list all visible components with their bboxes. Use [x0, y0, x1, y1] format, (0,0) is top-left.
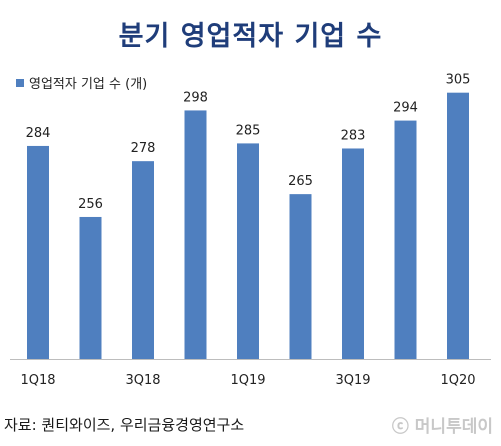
legend: 영업적자 기업 수 (개)	[16, 73, 147, 92]
bar-1Q18	[27, 145, 49, 359]
value-label-4Q18: 298	[183, 90, 208, 105]
bar-3Q18	[132, 161, 154, 359]
value-label-3Q19: 283	[341, 128, 366, 143]
bar-4Q18	[184, 110, 207, 359]
bar-1Q19	[237, 143, 259, 359]
watermark: ⓒ 머니투데이	[391, 417, 493, 437]
value-label-3Q18: 278	[131, 141, 156, 156]
value-label-4Q19: 294	[393, 101, 418, 116]
bar-3Q19	[342, 148, 364, 359]
tick-label-3Q19: 3Q19	[335, 373, 370, 388]
bar-2Q19	[289, 194, 312, 359]
bar-2Q18	[79, 216, 102, 359]
bar-4Q19	[394, 120, 417, 359]
tick-label-3Q18: 3Q18	[125, 373, 160, 388]
legend-swatch	[16, 78, 24, 87]
source-note: 자료: 퀀티와이즈, 우리금융경영연구소	[4, 416, 245, 434]
tick-label-1Q20: 1Q20	[440, 373, 475, 388]
value-label-2Q19: 265	[288, 174, 313, 189]
value-label-2Q18: 256	[78, 197, 103, 212]
bar-1Q20	[447, 92, 469, 359]
value-label-1Q19: 285	[236, 123, 261, 138]
value-label-1Q20: 305	[446, 73, 471, 88]
tick-label-1Q19: 1Q19	[230, 373, 265, 388]
tick-label-1Q18: 1Q18	[20, 373, 55, 388]
value-label-1Q18: 284	[26, 126, 51, 141]
chart-title: 분기 영업적자 기업 수	[118, 21, 383, 52]
legend-label: 영업적자 기업 수 (개)	[29, 77, 148, 92]
